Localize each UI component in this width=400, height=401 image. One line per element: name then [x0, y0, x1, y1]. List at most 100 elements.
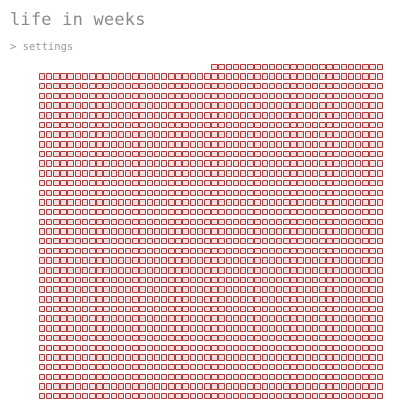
- week-cell: [290, 296, 297, 303]
- week-cell: [182, 73, 189, 80]
- week-cell: [168, 344, 175, 352]
- week-cell: [275, 334, 283, 342]
- week-cell: [275, 354, 283, 361]
- week-cell: [275, 267, 283, 274]
- week-cell: [340, 257, 348, 264]
- week-cell: [247, 344, 254, 352]
- week-cell: [182, 208, 189, 216]
- week-cell: [189, 121, 197, 129]
- week-cell: [132, 199, 139, 206]
- week-cell: [290, 189, 297, 197]
- settings-toggle[interactable]: > settings: [10, 41, 74, 53]
- week-cell: [153, 334, 161, 342]
- week-cell: [38, 286, 46, 293]
- week-cell: [67, 199, 74, 206]
- week-cell: [89, 92, 96, 100]
- week-cell: [103, 92, 110, 100]
- week-cell: [117, 315, 125, 322]
- week-cell: [297, 218, 304, 226]
- week-cell: [247, 286, 254, 293]
- week-cell: [110, 92, 118, 100]
- week-cell: [124, 160, 132, 167]
- week-cell: [218, 208, 225, 216]
- week-cell: [182, 189, 189, 197]
- week-cell: [96, 141, 103, 148]
- week-cell: [283, 392, 290, 400]
- week-cell: [211, 373, 218, 381]
- week-cell: [311, 228, 319, 235]
- week-cell: [160, 354, 168, 361]
- week-cell: [38, 228, 46, 235]
- week-row: [38, 159, 383, 169]
- week-row: [38, 295, 383, 305]
- week-cell: [362, 82, 369, 90]
- week-cell: [168, 92, 175, 100]
- week-cell: [319, 199, 326, 206]
- week-cell: [175, 199, 182, 206]
- week-cell: [204, 276, 211, 284]
- week-cell: [311, 121, 319, 129]
- week-cell: [146, 315, 153, 322]
- week-cell: [369, 131, 376, 138]
- week-cell: [232, 286, 240, 293]
- week-cell: [81, 392, 89, 400]
- week-cell: [117, 208, 125, 216]
- week-cell: [311, 63, 319, 71]
- week-cell: [45, 296, 53, 303]
- week-cell: [376, 160, 383, 167]
- week-cell: [239, 383, 247, 390]
- week-cell: [268, 150, 276, 158]
- week-cell: [89, 247, 96, 255]
- week-cell: [81, 92, 89, 100]
- week-cell: [96, 73, 103, 80]
- week-cell: [232, 344, 240, 352]
- week-cell: [362, 228, 369, 235]
- week-cell: [196, 73, 204, 80]
- week-cell: [311, 160, 319, 167]
- week-cell: [261, 102, 268, 109]
- week-cell: [290, 208, 297, 216]
- week-cell: [146, 296, 153, 303]
- week-cell: [146, 141, 153, 148]
- week-cell: [96, 237, 103, 245]
- week-cell: [354, 257, 362, 264]
- week-cell: [60, 373, 67, 381]
- week-cell: [189, 363, 197, 371]
- week-cell: [326, 63, 333, 71]
- week-cell: [275, 131, 283, 138]
- week-cell: [319, 121, 326, 129]
- week-cell: [74, 102, 82, 109]
- week-cell: [139, 392, 146, 400]
- week-cell: [124, 315, 132, 322]
- week-cell: [225, 82, 233, 90]
- week-cell: [60, 189, 67, 197]
- week-cell: [45, 160, 53, 167]
- week-cell: [175, 102, 182, 109]
- week-cell: [175, 383, 182, 390]
- week-cell: [376, 112, 383, 119]
- week-cell: [247, 334, 254, 342]
- week-cell: [153, 286, 161, 293]
- week-cell: [74, 218, 82, 226]
- week-cell: [225, 150, 233, 158]
- week-cell: [239, 363, 247, 371]
- week-cell: [340, 150, 348, 158]
- week-cell: [340, 276, 348, 284]
- week-cell: [132, 121, 139, 129]
- week-cell: [74, 247, 82, 255]
- week-cell: [297, 208, 304, 216]
- week-cell: [275, 102, 283, 109]
- week-cell: [96, 189, 103, 197]
- week-cell: [204, 82, 211, 90]
- week-cell: [153, 179, 161, 187]
- week-cell: [311, 334, 319, 342]
- week-cell: [74, 73, 82, 80]
- week-cell: [326, 257, 333, 264]
- week-cell: [268, 189, 276, 197]
- week-cell: [60, 170, 67, 177]
- week-cell: [153, 82, 161, 90]
- week-cell: [333, 92, 340, 100]
- week-cell: [247, 112, 254, 119]
- week-cell: [38, 218, 46, 226]
- week-cell: [103, 305, 110, 313]
